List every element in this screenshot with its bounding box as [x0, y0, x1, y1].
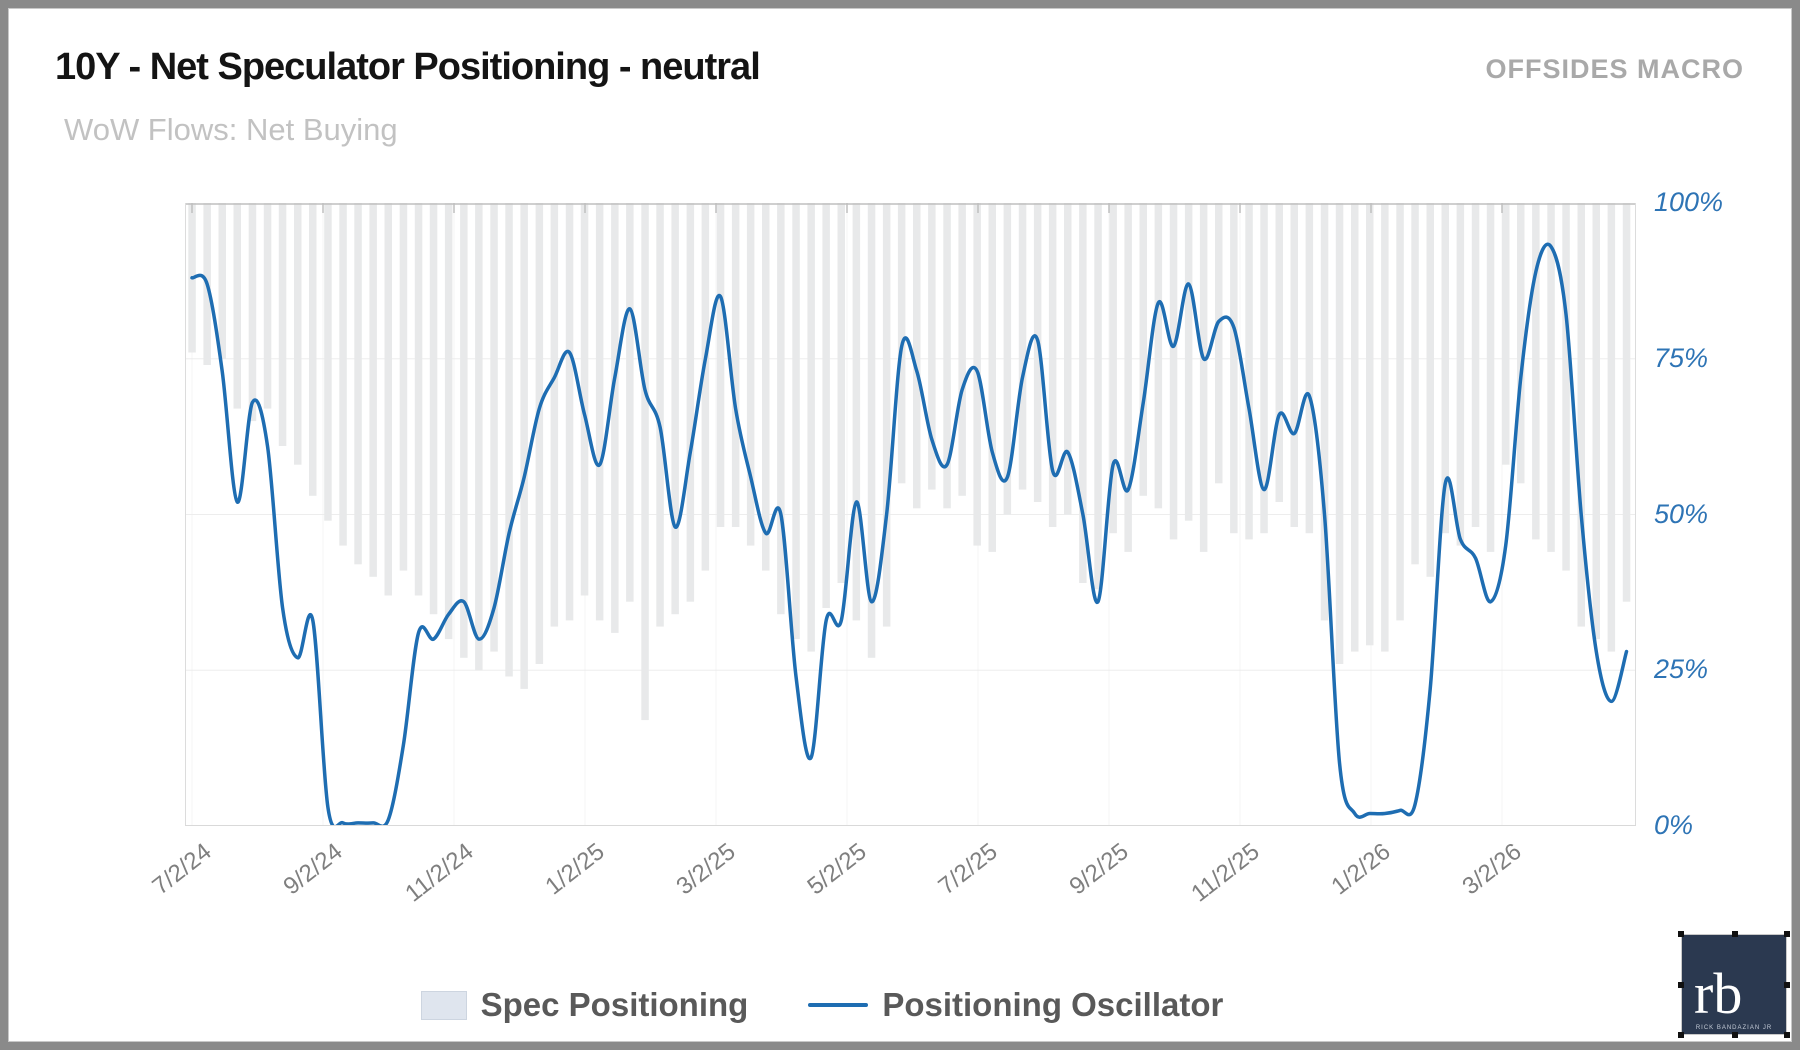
brand-watermark: OFFSIDES MACRO: [1485, 54, 1744, 84]
bar-swatch-icon: [420, 990, 467, 1020]
legend-item-positioning-oscillator: Positioning Oscillator: [748, 986, 1223, 1024]
selection-handle[interactable]: [1784, 931, 1790, 937]
y-tick-label: 75%: [1654, 342, 1709, 373]
y-tick-label: 25%: [1654, 654, 1709, 685]
chart-legend: Spec Positioning Positioning Oscillator: [8, 986, 1636, 1024]
selection-handle[interactable]: [1732, 931, 1738, 937]
logo-subtext: RICK BANDAZIAN JR: [1695, 1025, 1773, 1031]
rb-logo[interactable]: rb RICK BANDAZIAN JR: [1678, 931, 1790, 1038]
selection-handle[interactable]: [1678, 982, 1684, 988]
selection-handle[interactable]: [1732, 1032, 1738, 1038]
selection-handle[interactable]: [1784, 1032, 1790, 1038]
legend-label: Spec Positioning: [480, 986, 749, 1023]
selection-handle[interactable]: [1678, 1032, 1684, 1038]
plot-area: [185, 203, 1636, 826]
y-tick-label: 100%: [1654, 187, 1724, 217]
chart-subtitle: WoW Flows: Net Buying: [64, 112, 398, 147]
selection-handle[interactable]: [1784, 982, 1790, 988]
y-tick-label: 0%: [1654, 810, 1694, 840]
line-swatch-icon: [808, 1003, 869, 1007]
legend-label: Positioning Oscillator: [882, 986, 1224, 1023]
legend-item-spec-positioning: Spec Positioning: [420, 986, 749, 1024]
page-title: 10Y - Net Speculator Positioning - neutr…: [55, 46, 761, 88]
y-tick-label: 50%: [1654, 498, 1709, 529]
logo-monogram: rb: [1694, 960, 1743, 1026]
selection-handle[interactable]: [1678, 931, 1684, 937]
